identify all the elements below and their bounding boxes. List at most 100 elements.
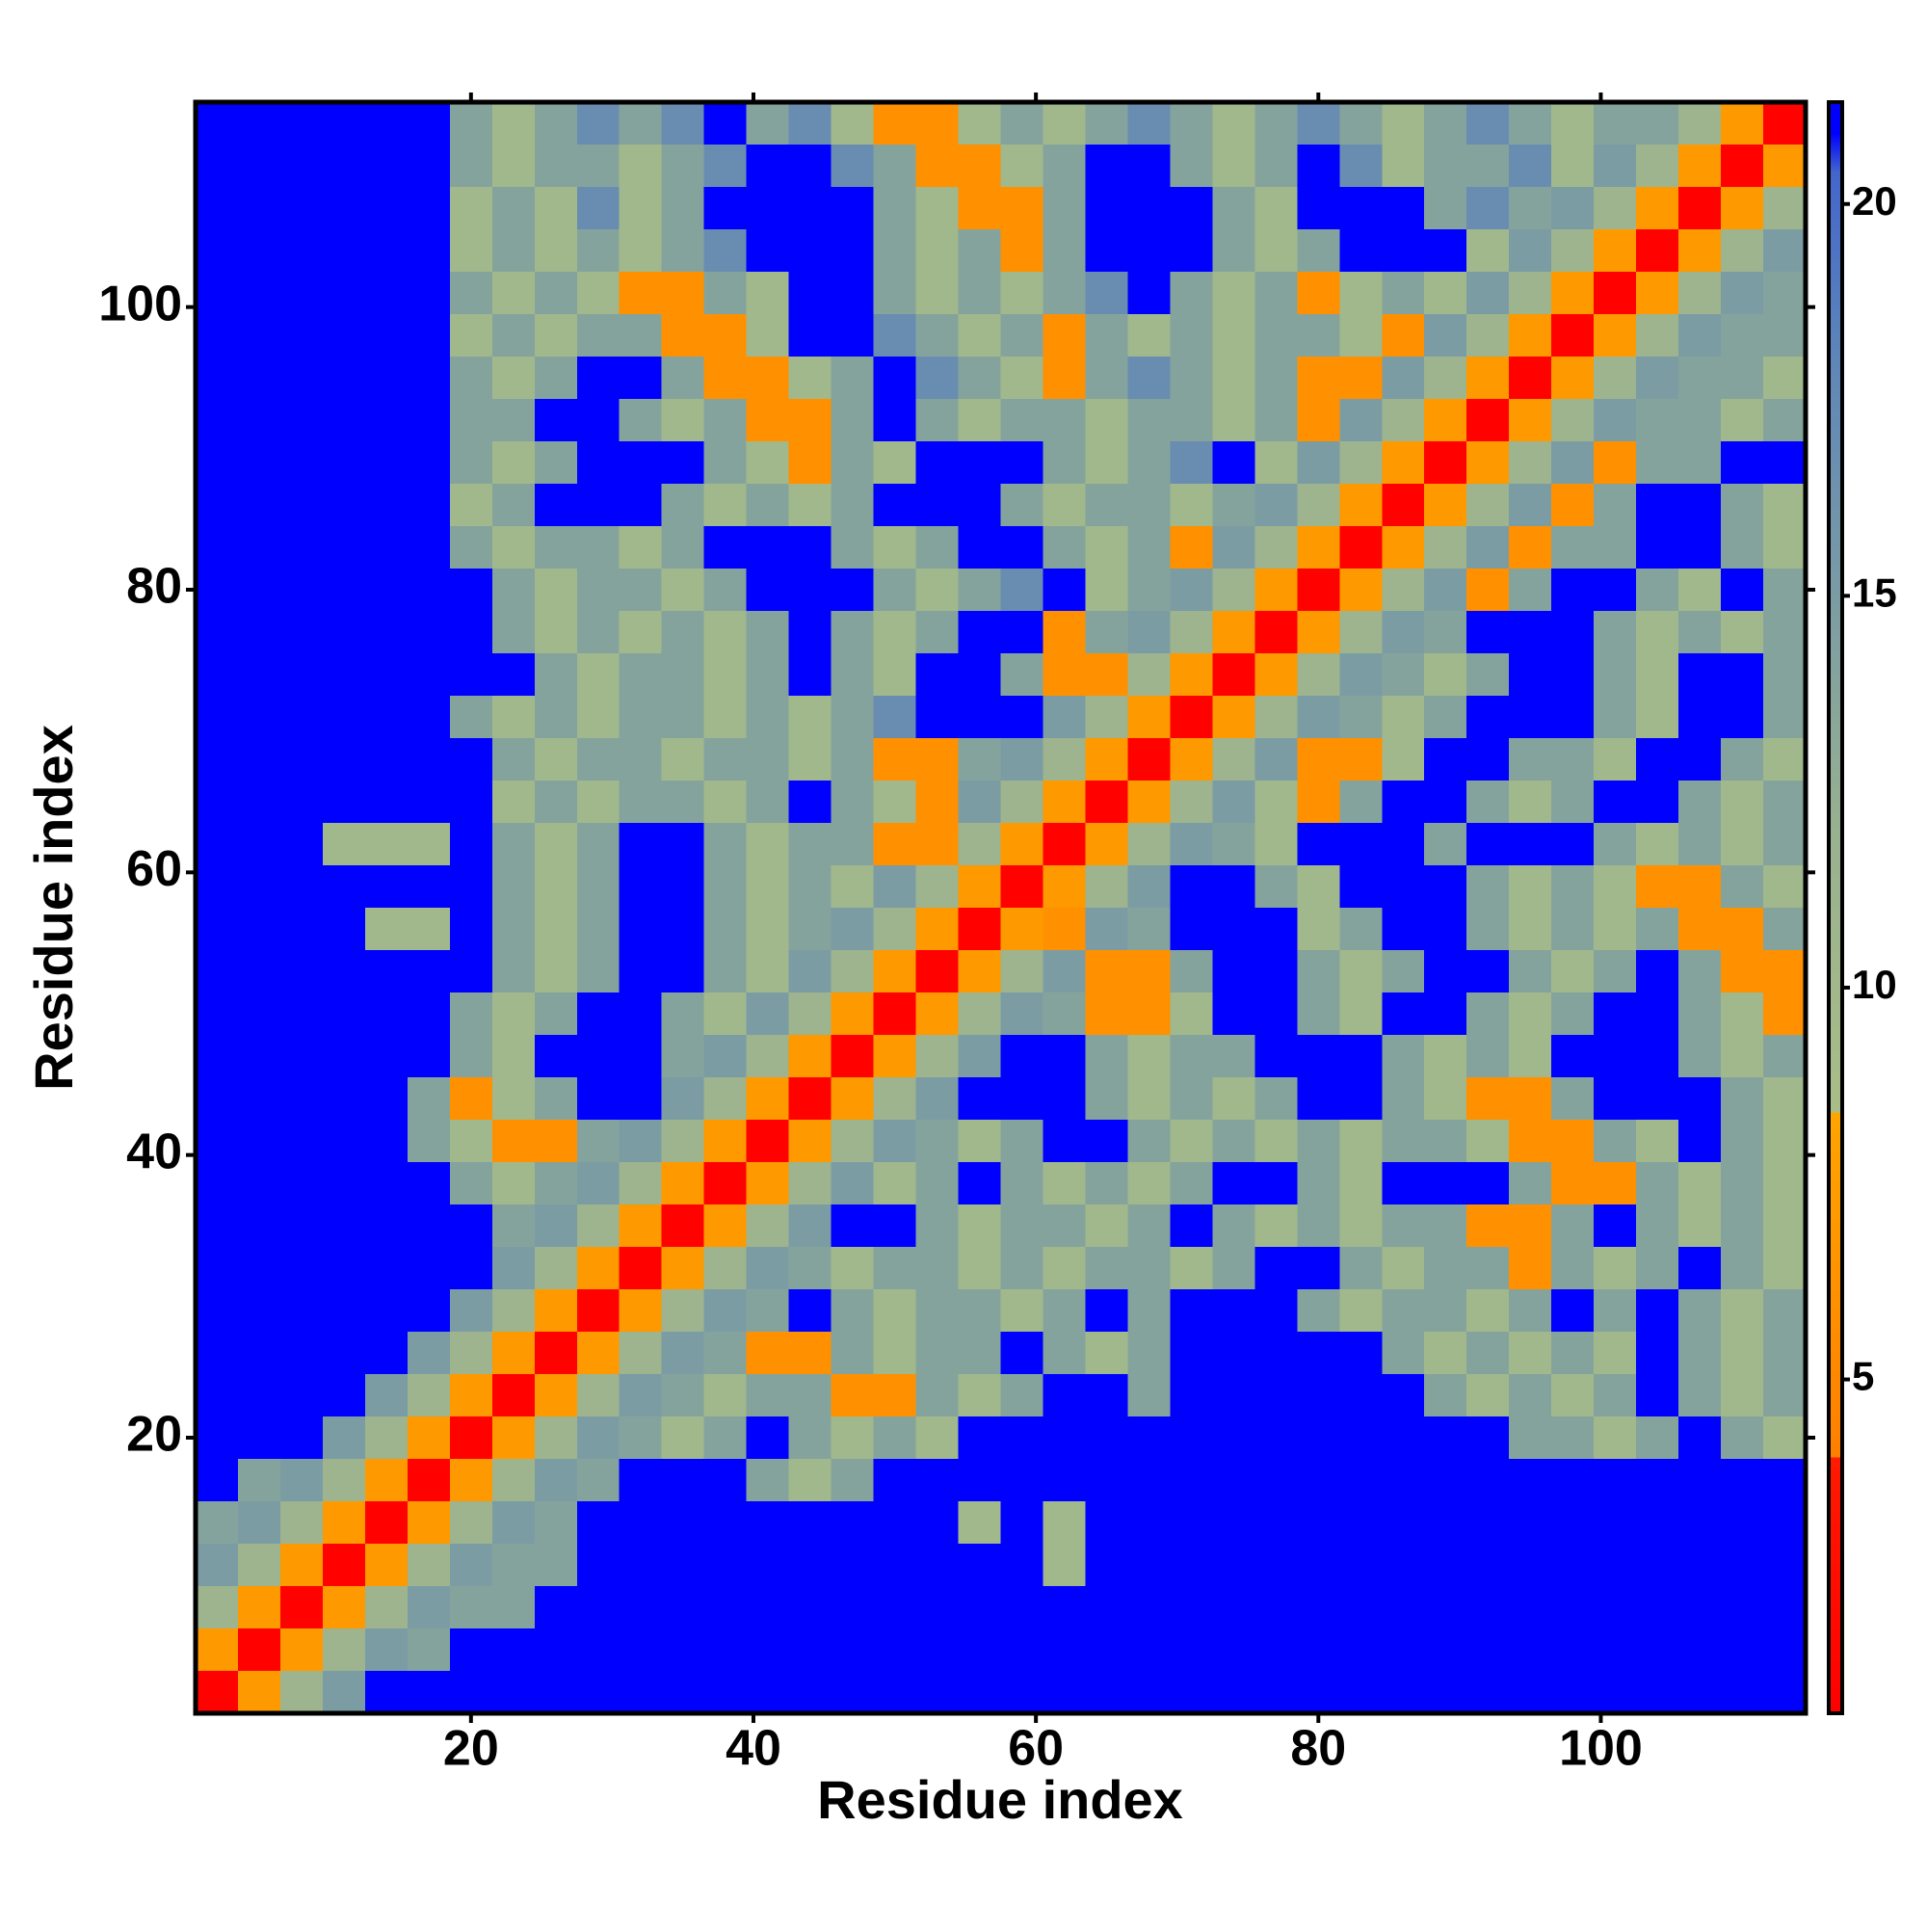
heatmap-cell [1551, 696, 1595, 739]
heatmap-cell [322, 1247, 366, 1290]
heatmap-cell [237, 992, 281, 1036]
heatmap-cell [364, 1162, 409, 1205]
heatmap-cell [1170, 484, 1213, 527]
heatmap-cell [322, 1289, 366, 1333]
heatmap-cell [915, 1332, 960, 1375]
heatmap-cell [703, 908, 748, 951]
heatmap-cell [746, 1459, 790, 1502]
heatmap-cell [364, 1035, 409, 1078]
heatmap-cell [449, 1501, 493, 1545]
heatmap-cell [1763, 1162, 1807, 1205]
heatmap-cell [1551, 1671, 1595, 1714]
heatmap-cell [873, 738, 917, 781]
heatmap-cell [915, 145, 960, 188]
heatmap-cell [1170, 950, 1213, 993]
heatmap-cell [831, 823, 875, 866]
heatmap-cell [322, 569, 366, 612]
heatmap-cell [1297, 738, 1340, 781]
heatmap-cell [1127, 908, 1171, 951]
heatmap-cell [1678, 399, 1722, 442]
heatmap-cell [1594, 102, 1637, 146]
heatmap-cell [1297, 272, 1340, 315]
y-axis-title: Residue index [23, 725, 84, 1091]
heatmap-cell [407, 1204, 451, 1248]
heatmap-cell [1721, 1459, 1764, 1502]
heatmap-cell [1043, 611, 1087, 654]
heatmap-cell [1763, 1628, 1807, 1672]
heatmap-cell [873, 229, 917, 273]
heatmap-cell [1594, 187, 1637, 230]
heatmap-cell [1678, 653, 1722, 697]
heatmap-cell [1043, 484, 1087, 527]
heatmap-cell [279, 865, 324, 909]
heatmap-cell [1721, 738, 1764, 781]
heatmap-cell [619, 399, 663, 442]
heatmap-cell [746, 1628, 790, 1672]
heatmap-cell [1424, 272, 1467, 315]
heatmap-cell [1254, 1120, 1298, 1163]
heatmap-cell [576, 441, 620, 485]
heatmap-cell [1043, 1247, 1087, 1290]
heatmap-cell [1721, 992, 1764, 1036]
heatmap-cell [1636, 1586, 1679, 1629]
heatmap-cell [279, 738, 324, 781]
heatmap-cell [1339, 102, 1383, 146]
heatmap-cell [1551, 1035, 1595, 1078]
heatmap-cell [915, 696, 960, 739]
heatmap-cell [661, 399, 705, 442]
heatmap-cell [491, 1204, 536, 1248]
heatmap-cell [1127, 1035, 1171, 1078]
heatmap-cell [1594, 1374, 1637, 1417]
heatmap-cell [1339, 696, 1383, 739]
heatmap-cell [322, 272, 366, 315]
heatmap-cell [1339, 1035, 1383, 1078]
heatmap-cell [364, 950, 409, 993]
heatmap-cell [491, 1501, 536, 1545]
heatmap-cell [1170, 1247, 1213, 1290]
heatmap-cell [1254, 357, 1298, 400]
heatmap-cell [407, 1247, 451, 1290]
heatmap-cell [322, 1628, 366, 1672]
heatmap-cell [1509, 1289, 1552, 1333]
heatmap-cell [746, 1035, 790, 1078]
heatmap-cell [958, 823, 1002, 866]
heatmap-cell [1339, 484, 1383, 527]
heatmap-cell [1000, 738, 1044, 781]
heatmap-cell [1382, 1459, 1425, 1502]
heatmap-cell [1212, 950, 1255, 993]
heatmap-cell [1721, 399, 1764, 442]
heatmap-cell [1594, 781, 1637, 824]
heatmap-cell [915, 1204, 960, 1248]
heatmap-cell [449, 1459, 493, 1502]
heatmap-cell [407, 272, 451, 315]
heatmap-cell [1382, 357, 1425, 400]
heatmap-cell [237, 696, 281, 739]
heatmap-cell [576, 1374, 620, 1417]
heatmap-cell [1551, 1374, 1595, 1417]
heatmap-cell [1466, 950, 1510, 993]
heatmap-cell [1382, 950, 1425, 993]
heatmap-cell [1382, 102, 1425, 146]
heatmap-cell [534, 441, 578, 485]
heatmap-cell [364, 653, 409, 697]
heatmap-cell [746, 611, 790, 654]
heatmap-cell [196, 526, 239, 569]
heatmap-cell [1466, 1120, 1510, 1163]
heatmap-cell [237, 399, 281, 442]
heatmap-cell [1763, 1247, 1807, 1290]
heatmap-cell [1127, 1544, 1171, 1587]
heatmap-cell [1297, 1459, 1340, 1502]
heatmap-cell [1594, 399, 1637, 442]
heatmap-cell [958, 1501, 1002, 1545]
heatmap-cell [1466, 992, 1510, 1036]
heatmap-cell [958, 1077, 1002, 1121]
heatmap-cell [1594, 1544, 1637, 1587]
x-tick-label: 100 [1559, 1721, 1643, 1777]
heatmap-cell [1085, 272, 1129, 315]
heatmap-cell [661, 992, 705, 1036]
heatmap-cell [534, 187, 578, 230]
heatmap-cell [196, 187, 239, 230]
heatmap-cell [958, 526, 1002, 569]
heatmap-cell [534, 1544, 578, 1587]
heatmap-cell [1254, 908, 1298, 951]
